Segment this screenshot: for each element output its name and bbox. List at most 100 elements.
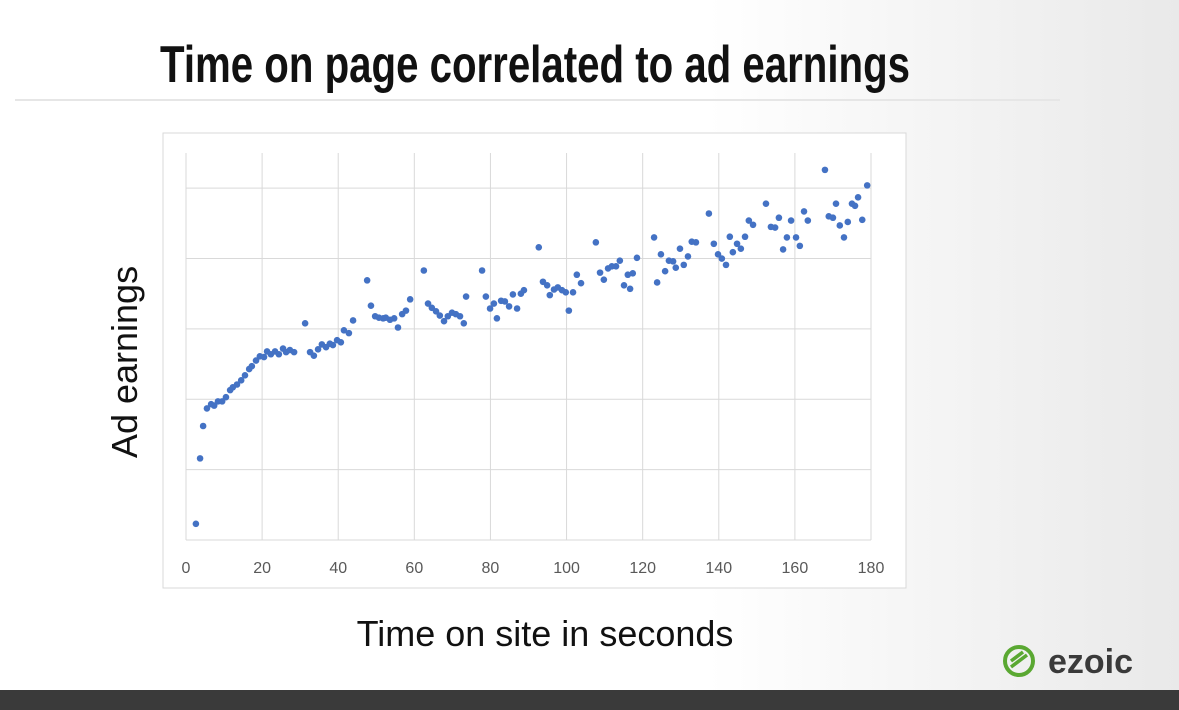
point [737,245,745,252]
point [672,264,680,271]
x-tick-label: 100 [553,560,580,577]
x-tick-label: 160 [782,560,809,577]
point [424,300,432,307]
point [596,269,604,276]
point [616,257,624,264]
point [710,240,718,248]
point [657,251,665,258]
point [275,350,283,358]
point [783,234,791,241]
point [569,289,577,296]
point [729,248,737,256]
point [620,281,628,289]
point [829,214,837,222]
point [436,312,444,319]
point [565,307,573,314]
point [775,214,783,222]
point [241,372,249,379]
point [406,296,414,303]
point [718,255,726,262]
point [577,279,585,287]
point [863,182,871,189]
point [792,234,800,241]
point [592,239,600,246]
x-tick-label: 80 [482,560,500,577]
point [462,293,470,300]
point [329,341,337,349]
point [684,253,692,260]
point [345,329,353,337]
point [844,218,852,226]
point [222,393,230,401]
point [363,277,371,284]
point [800,208,808,215]
point [535,243,543,251]
point [650,234,658,241]
x-axis-label: Time on site in seconds [357,613,734,654]
point [482,293,490,300]
point [796,242,804,250]
point [612,262,620,270]
point [726,233,734,241]
x-tick-label: 20 [253,560,271,577]
point [301,319,309,327]
point [762,200,770,207]
point [196,455,204,462]
point [432,308,440,315]
point [513,305,521,312]
point [337,338,345,346]
logo-icon [1003,645,1035,677]
point [854,194,862,201]
point [456,312,464,320]
point [714,251,722,258]
chart-frame [162,132,907,589]
point [543,281,551,289]
point [653,279,661,286]
point [733,240,741,248]
point [562,289,570,296]
point [626,285,634,293]
logo-icon-mark [1009,650,1029,669]
point [349,317,357,324]
point [705,210,713,217]
x-tick-label: 0 [182,560,191,577]
point [478,267,486,274]
y-axis-label: Ad earnings [104,266,145,458]
point [779,246,787,253]
x-tick-label: 140 [705,560,732,577]
point [836,222,844,229]
point [832,200,840,207]
point [741,233,749,241]
point [340,327,348,334]
point [367,302,375,309]
point [546,291,554,299]
point [248,362,256,370]
point [745,217,753,224]
point [505,303,513,310]
point [633,254,641,262]
x-tick-label: 40 [329,560,347,577]
point [509,291,517,298]
logo-text: ezoic [1048,643,1133,681]
x-tick-label: 180 [858,560,885,577]
point [629,270,637,277]
point [680,261,688,269]
chart-title: Time on page correlated to ad earnings [160,36,910,94]
point [218,398,226,405]
point [237,376,245,384]
point [490,300,498,307]
point [787,217,795,224]
point [290,348,298,356]
point [501,298,509,305]
point [486,305,494,312]
point [260,353,268,361]
point [252,357,260,364]
x-tick-label: 120 [629,560,656,577]
point [440,317,448,325]
point [233,381,241,388]
point [199,422,207,430]
point [821,166,829,174]
point [624,271,632,279]
